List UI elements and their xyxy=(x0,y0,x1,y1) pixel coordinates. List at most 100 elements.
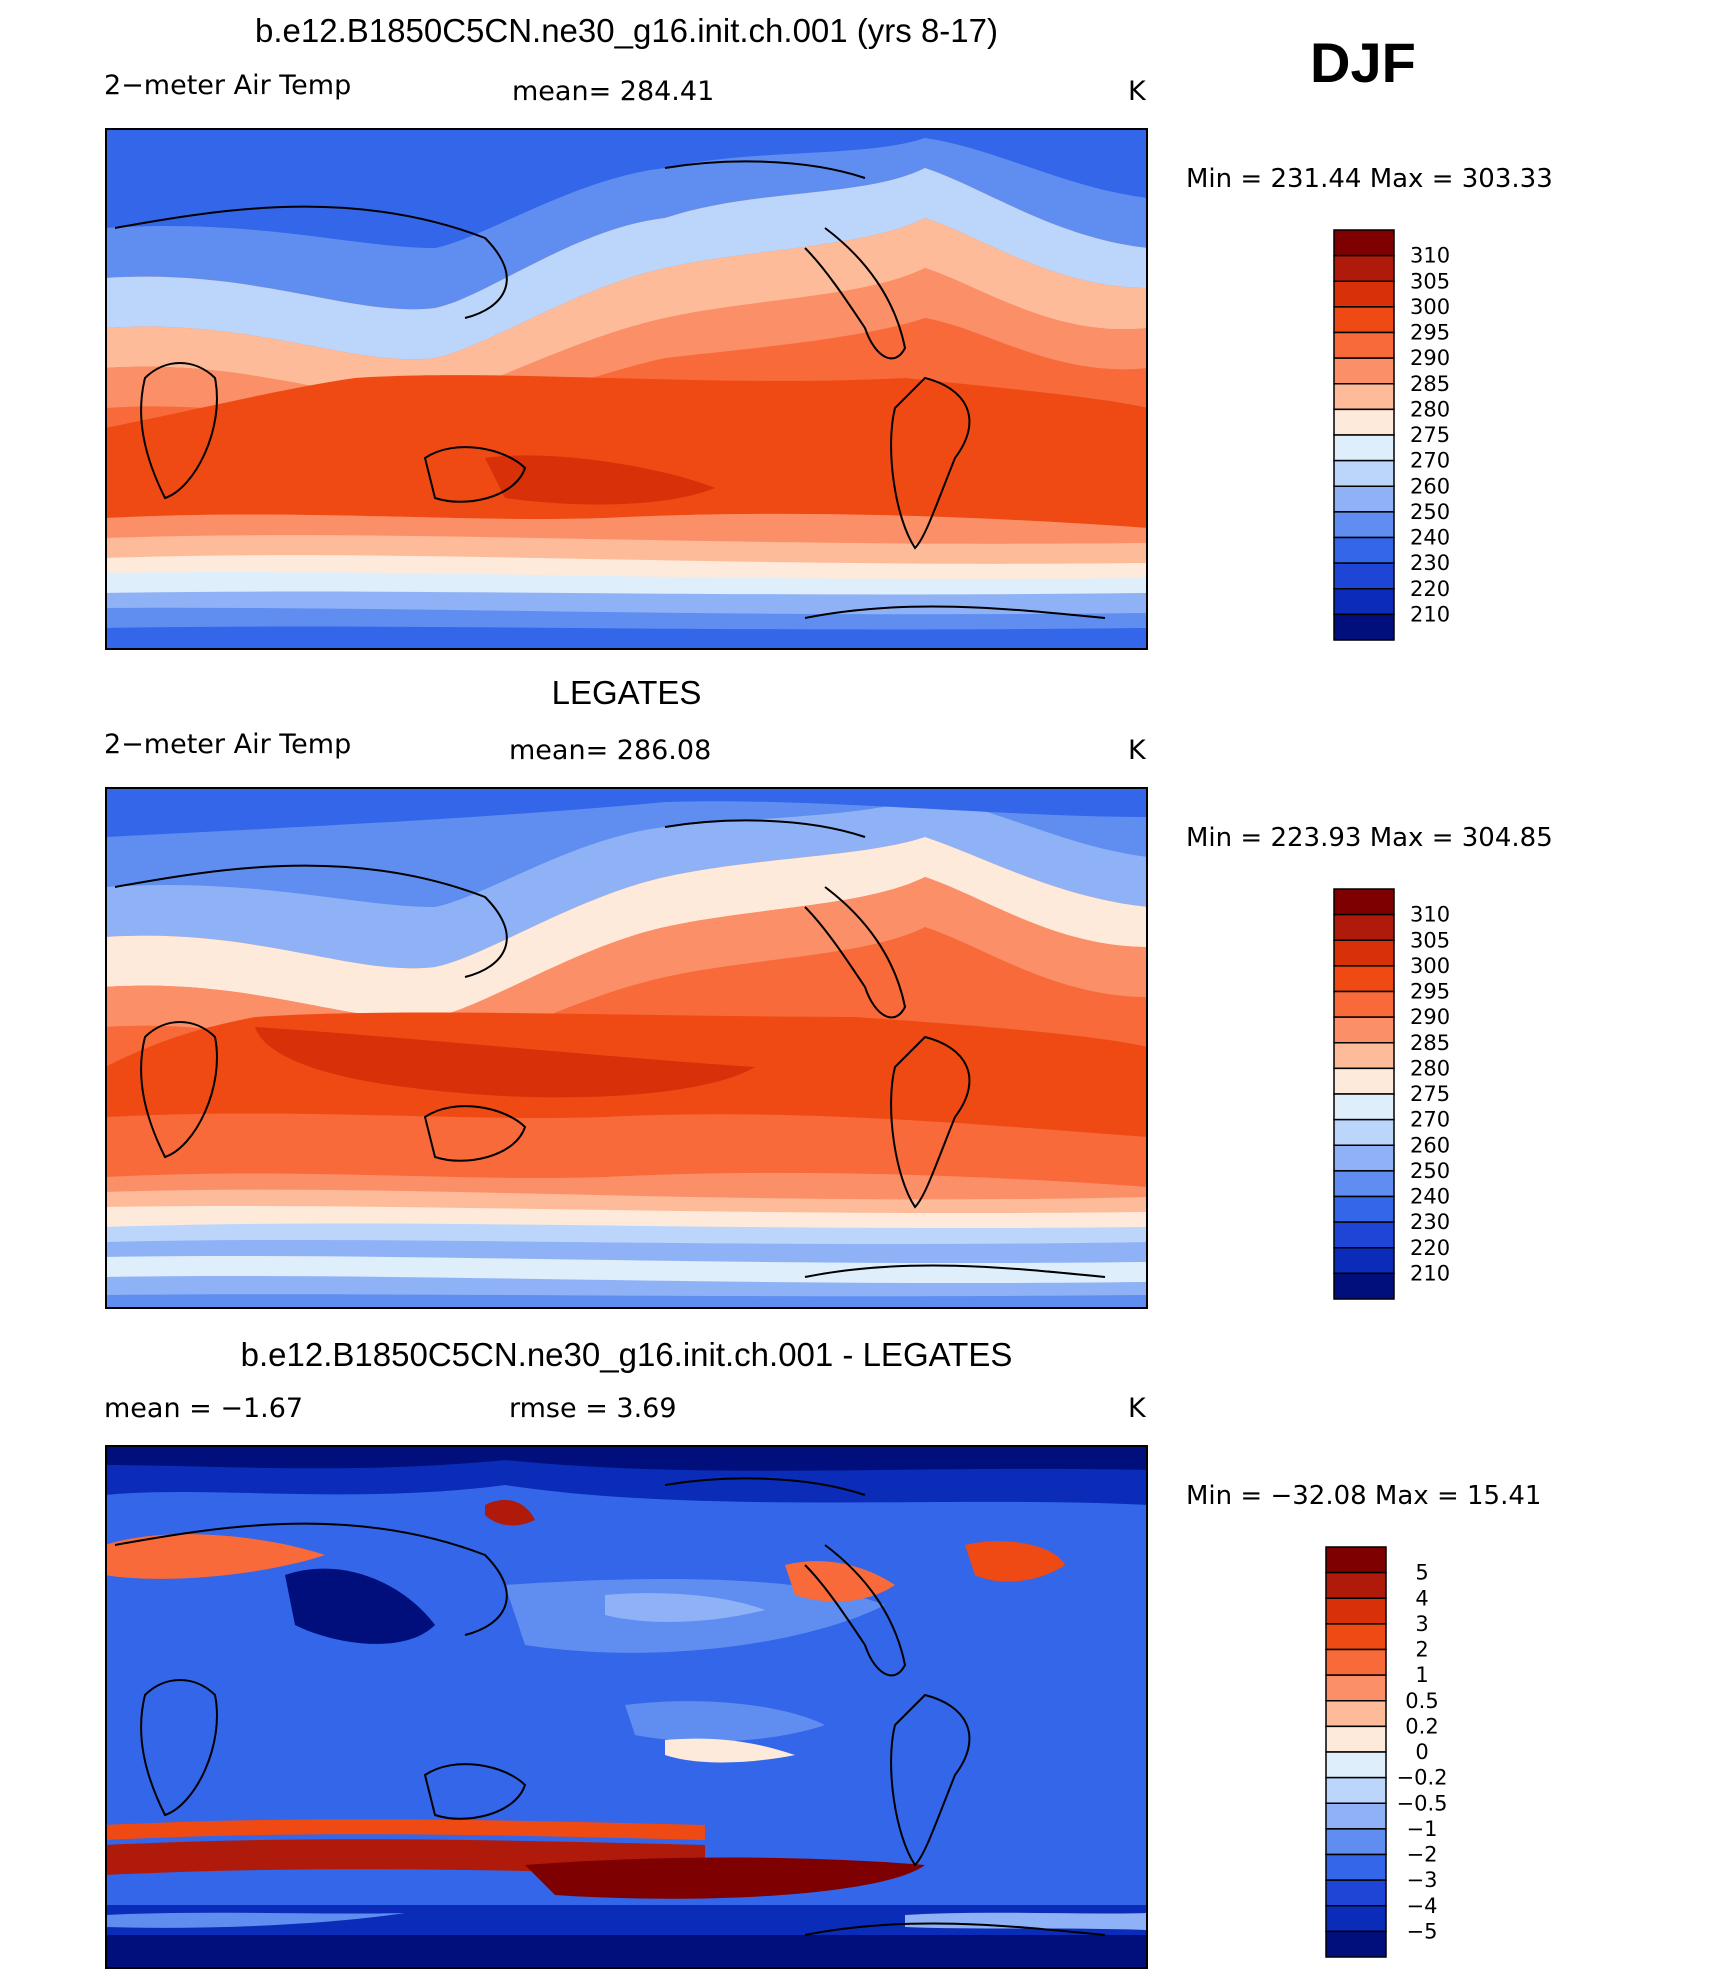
colorbar-tick-label: −0.2 xyxy=(1397,1766,1448,1790)
colorbar-tick-label: 250 xyxy=(1410,500,1450,524)
colorbar-tick-label: 290 xyxy=(1410,1005,1450,1029)
colorbar-tick-label: 280 xyxy=(1410,1056,1450,1080)
colorbar-box xyxy=(1325,1802,1387,1830)
panel2-map xyxy=(105,787,1148,1309)
colorbar-box xyxy=(1325,1930,1387,1958)
colorbar-box xyxy=(1333,1247,1395,1275)
colorbar-tick-label: 240 xyxy=(1410,526,1450,550)
colorbar-tick-label: 230 xyxy=(1410,551,1450,575)
colorbar-box xyxy=(1333,357,1395,385)
colorbar-box xyxy=(1333,459,1395,488)
panel3-title: b.e12.B1850C5CN.ne30_g16.init.ch.001 - L… xyxy=(240,1336,1013,1373)
colorbar-tick-label: 260 xyxy=(1410,1133,1450,1157)
colorbar-box xyxy=(1333,588,1395,616)
colorbar-box xyxy=(1333,1016,1395,1044)
colorbar-tick-label: 230 xyxy=(1410,1210,1450,1234)
colorbar-tick-label: 240 xyxy=(1410,1185,1450,1209)
panel1-mean-label: mean= 284.41 xyxy=(512,76,715,107)
colorbar-tick-label: 2 xyxy=(1415,1638,1428,1662)
colorbar-box xyxy=(1333,1067,1395,1095)
colorbar-box xyxy=(1333,888,1395,916)
colorbar-box xyxy=(1325,1623,1387,1651)
colorbar-tick-label: 305 xyxy=(1410,269,1450,293)
colorbar-box xyxy=(1325,1879,1387,1907)
panel1-variable-label: 2−meter Air Temp xyxy=(104,70,352,101)
colorbar-box xyxy=(1325,1828,1387,1856)
panel3-minmax: Min = −32.08 Max = 15.41 xyxy=(1186,1481,1542,1511)
colorbar-box xyxy=(1333,229,1395,257)
colorbar-tick-label: 285 xyxy=(1410,1031,1450,1055)
colorbar-box xyxy=(1325,1648,1387,1676)
season-label: DJF xyxy=(1310,31,1416,94)
panel2-minmax: Min = 223.93 Max = 304.85 xyxy=(1186,823,1553,853)
colorbar-tick-label: 0 xyxy=(1415,1740,1428,1764)
colorbar-tick-label: 275 xyxy=(1410,423,1450,447)
panel1-minmax: Min = 231.44 Max = 303.33 xyxy=(1186,164,1553,194)
colorbar-box xyxy=(1325,1546,1387,1574)
colorbar-tick-label: −0.5 xyxy=(1397,1791,1448,1815)
panel1-colorbar: 3103053002952902852802752702602502402302… xyxy=(1333,229,1450,641)
colorbar-box xyxy=(1333,254,1395,283)
panel2-mean-label: mean= 286.08 xyxy=(509,735,712,766)
colorbar-tick-label: −2 xyxy=(1407,1843,1438,1867)
colorbar-tick-label: 210 xyxy=(1410,602,1450,626)
colorbar-box xyxy=(1333,511,1395,539)
panel2-colorbar: 3103053002952902852802752702602502402302… xyxy=(1333,888,1450,1300)
panel1-units: K xyxy=(1128,76,1146,107)
colorbar-box xyxy=(1325,1905,1387,1933)
colorbar-tick-label: 4 xyxy=(1415,1586,1428,1610)
colorbar-box xyxy=(1333,536,1395,564)
colorbar-box xyxy=(1325,1597,1387,1625)
colorbar-box xyxy=(1325,1725,1387,1753)
colorbar-tick-label: 270 xyxy=(1410,1108,1450,1132)
colorbar-box xyxy=(1325,1700,1387,1728)
colorbar-tick-label: 270 xyxy=(1410,449,1450,473)
panel3-rmse-label: rmse = 3.69 xyxy=(509,1393,677,1424)
colorbar-box xyxy=(1333,383,1395,411)
colorbar-box xyxy=(1333,939,1395,967)
colorbar-box xyxy=(1333,434,1395,462)
colorbar-tick-label: 310 xyxy=(1410,903,1450,927)
colorbar-tick-label: 3 xyxy=(1415,1612,1428,1636)
colorbar-box xyxy=(1333,1093,1395,1121)
panel1-title: b.e12.B1850C5CN.ne30_g16.init.ch.001 (yr… xyxy=(255,12,998,49)
colorbar-box xyxy=(1325,1776,1387,1805)
colorbar-tick-label: 285 xyxy=(1410,372,1450,396)
colorbar-box xyxy=(1333,965,1395,993)
colorbar-tick-label: 210 xyxy=(1410,1261,1450,1285)
colorbar-box xyxy=(1325,1571,1387,1600)
panel2-units: K xyxy=(1128,735,1146,766)
colorbar-tick-label: 1 xyxy=(1415,1663,1428,1687)
colorbar-tick-label: 290 xyxy=(1410,346,1450,370)
colorbar-tick-label: −3 xyxy=(1407,1868,1438,1892)
colorbar-box xyxy=(1333,1144,1395,1172)
colorbar-box xyxy=(1333,408,1395,436)
colorbar-box xyxy=(1333,280,1395,308)
colorbar-box xyxy=(1333,990,1395,1018)
colorbar-box xyxy=(1333,331,1395,359)
colorbar-tick-label: 5 xyxy=(1415,1561,1428,1585)
colorbar-tick-label: 275 xyxy=(1410,1082,1450,1106)
colorbar-box xyxy=(1333,1221,1395,1249)
colorbar-box xyxy=(1333,1272,1395,1300)
colorbar-box xyxy=(1325,1674,1387,1702)
colorbar-tick-label: 295 xyxy=(1410,321,1450,345)
colorbar-tick-label: 295 xyxy=(1410,980,1450,1004)
colorbar-tick-label: 220 xyxy=(1410,1236,1450,1260)
panel1-map xyxy=(105,128,1148,650)
colorbar-tick-label: 310 xyxy=(1410,244,1450,268)
colorbar-box xyxy=(1325,1853,1387,1881)
colorbar-box xyxy=(1333,1195,1395,1223)
colorbar-tick-label: 250 xyxy=(1410,1159,1450,1183)
colorbar-box xyxy=(1333,485,1395,513)
colorbar-tick-label: 220 xyxy=(1410,577,1450,601)
colorbar-tick-label: 300 xyxy=(1410,954,1450,978)
panel3-units: K xyxy=(1128,1393,1146,1424)
colorbar-box xyxy=(1333,306,1395,334)
colorbar-tick-label: 0.5 xyxy=(1405,1689,1438,1713)
colorbar-tick-label: −4 xyxy=(1407,1894,1438,1918)
colorbar-box xyxy=(1333,913,1395,942)
colorbar-box xyxy=(1333,1170,1395,1198)
colorbar-tick-label: −5 xyxy=(1407,1919,1438,1943)
